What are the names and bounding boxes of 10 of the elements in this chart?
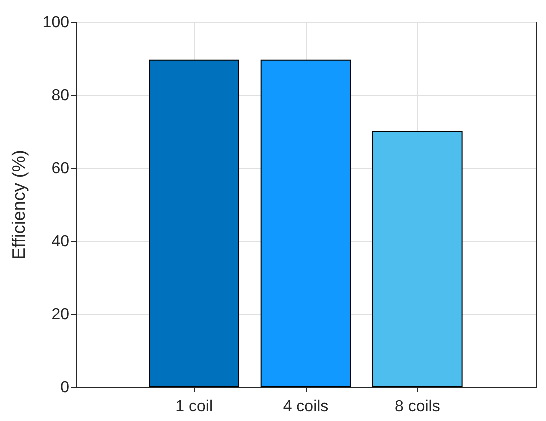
- y-tick-label: 80: [52, 88, 70, 104]
- y-tick-label: 0: [60, 380, 70, 396]
- x-tick-label: 8 coils: [394, 398, 440, 416]
- y-tick-label: 60: [52, 160, 70, 178]
- y-axis-title: Efficiency (%): [8, 150, 29, 260]
- y-tick-label: 20: [52, 306, 70, 324]
- x-tick-label: 1 coil: [176, 398, 214, 416]
- y-tick-label: 100: [42, 14, 70, 32]
- x-tick-label: 4 coils: [283, 398, 329, 416]
- y-tick-label: 40: [52, 234, 70, 250]
